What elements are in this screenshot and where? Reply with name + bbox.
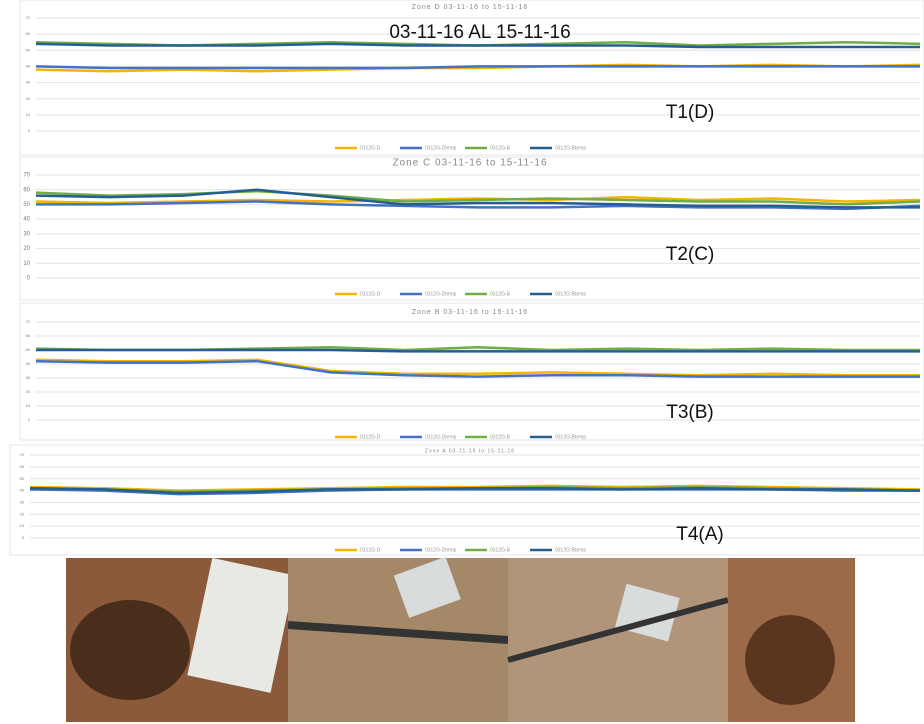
y-tick-label: 30	[20, 499, 25, 504]
photo-detail	[70, 600, 190, 700]
y-tick-label: 40	[23, 217, 30, 223]
y-tick-label: 60	[26, 333, 31, 338]
legend-label: 0312G-B	[490, 291, 511, 297]
photo-detail	[745, 615, 835, 705]
y-tick-label: 70	[26, 15, 31, 20]
series-line	[36, 350, 920, 351]
y-tick-label: 20	[26, 96, 31, 101]
legend-label: 0312G-D	[360, 434, 381, 440]
y-tick-label: 30	[26, 80, 31, 85]
legend-label: 0312G-Dtemp	[425, 291, 457, 297]
legend-label: 0312G-Btemp	[555, 434, 586, 440]
y-tick-label: 50	[26, 47, 31, 52]
chart-title: Zone D 03-11-16 to 15-11-16	[412, 4, 529, 11]
legend-label: 0312G-B	[490, 434, 511, 440]
legend-label: 0312G-B	[490, 547, 511, 553]
annotation: T1(D)	[666, 102, 715, 123]
legend-label: 0312G-Btemp	[555, 145, 586, 151]
page: Zone D 03-11-16 to 15-11-160102030405060…	[0, 0, 924, 724]
figure: Zone D 03-11-16 to 15-11-160102030405060…	[0, 0, 924, 724]
annotation: T3(B)	[666, 402, 714, 423]
panel	[20, 303, 924, 440]
legend-label: 0312G-Dtemp	[425, 434, 457, 440]
annotation: T2(C)	[666, 244, 715, 265]
y-tick-label: 10	[20, 523, 25, 528]
legend-label: 0312G-Btemp	[555, 291, 586, 297]
y-tick-label: 20	[23, 246, 30, 252]
legend-label: 0312G-Dtemp	[425, 145, 457, 151]
legend-label: 0312G-Btemp	[555, 547, 586, 553]
y-tick-label: 20	[26, 389, 31, 394]
legend-label: 0312G-B	[490, 145, 511, 151]
y-tick-label: 10	[23, 261, 30, 267]
y-tick-label: 60	[23, 187, 30, 193]
y-tick-label: 40	[26, 361, 31, 366]
y-tick-label: 50	[26, 347, 31, 352]
y-tick-label: 10	[26, 403, 31, 408]
photos	[66, 557, 855, 722]
y-tick-label: 70	[20, 452, 25, 457]
panel	[20, 157, 924, 300]
chart-title: Zone A 03-11-16 to 15-11-16	[425, 448, 515, 454]
legend-label: 0312G-D	[360, 291, 381, 297]
y-tick-label: 50	[20, 476, 25, 481]
y-tick-label: 70	[26, 319, 31, 324]
annotation: 03-11-16 AL 15-11-16	[389, 22, 570, 43]
legend-label: 0312G-Dtemp	[425, 547, 457, 553]
y-tick-label: 20	[20, 511, 25, 516]
annotation: T4(A)	[676, 524, 724, 545]
photo	[508, 558, 728, 722]
y-tick-label: 40	[20, 488, 25, 493]
y-tick-label: 40	[26, 63, 31, 68]
y-tick-label: 60	[20, 464, 25, 469]
y-tick-label: 10	[26, 112, 31, 117]
chart-title: Zone C 03-11-16 to 15-11-16	[392, 158, 547, 169]
y-tick-label: 30	[23, 231, 30, 237]
y-tick-label: 50	[23, 202, 30, 208]
y-tick-label: 70	[23, 173, 30, 179]
y-tick-label: 60	[26, 31, 31, 36]
legend-label: 0312G-D	[360, 145, 381, 151]
legend-label: 0312G-D	[360, 547, 381, 553]
y-tick-label: 30	[26, 375, 31, 380]
chart-title: Zone B 03-11-16 to 15-11-16	[412, 309, 528, 316]
